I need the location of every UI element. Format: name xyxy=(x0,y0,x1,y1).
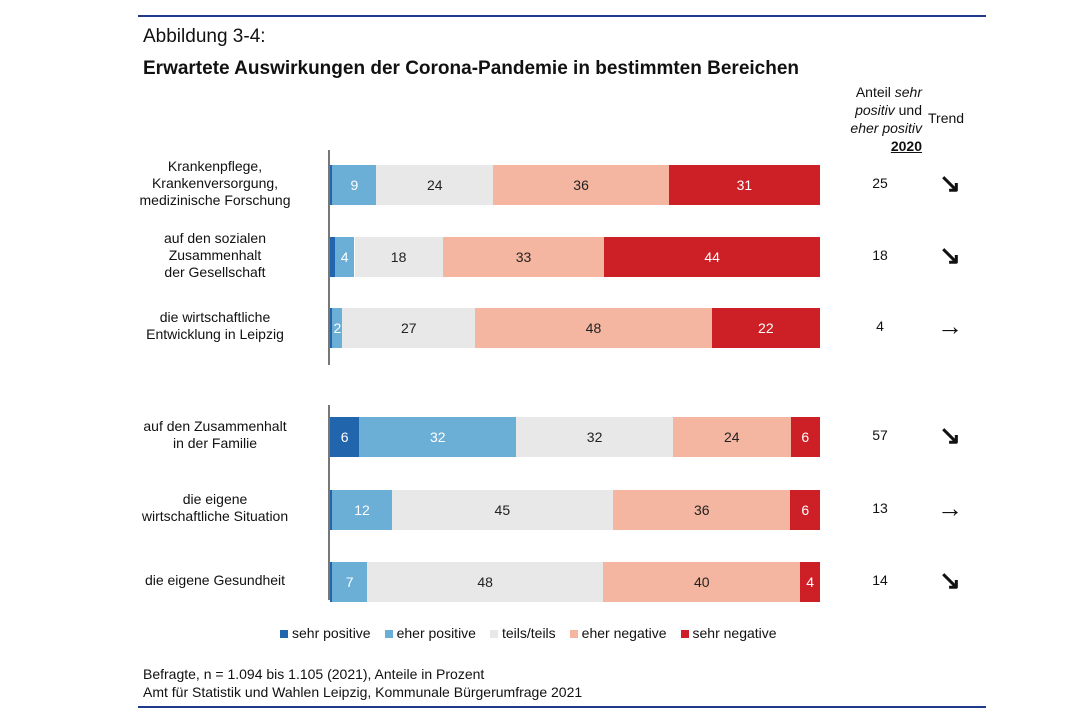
notes: Befragte, n = 1.094 bis 1.105 (2021), An… xyxy=(143,665,582,701)
category-label-line: Zusammenhalt xyxy=(168,246,262,263)
bar-segment-eher-positive: 32 xyxy=(359,417,517,457)
share-header-year: 2020 xyxy=(890,138,922,154)
bar-segment-eher-negative: 33 xyxy=(442,237,605,277)
category-label-line: medizinische Forschung xyxy=(139,191,291,208)
bar-segment-sehr-positive xyxy=(330,490,333,530)
share-header-e: eher positiv xyxy=(850,120,922,136)
bar-segment-sehr-negative: 31 xyxy=(668,165,820,205)
bottom-rule xyxy=(138,706,986,708)
category-label: die eigene wirtschaftliche Situation xyxy=(115,491,315,525)
category-label: die wirtschaftliche Entwicklung in Leipzi… xyxy=(115,309,315,343)
legend-item: sehr positive xyxy=(280,625,371,641)
legend-label: sehr negative xyxy=(692,625,777,641)
share-header: Anteil sehr positiv und eher positiv 202… xyxy=(830,83,922,155)
bar-segment-eher-positive: 7 xyxy=(332,562,367,602)
bar-segment-teils-teils: 32 xyxy=(516,417,673,457)
bar-segment-teils-teils: 18 xyxy=(354,237,443,277)
bar-segment-sehr-negative: 6 xyxy=(790,417,820,457)
category-label-line: Krankenpflege, xyxy=(167,157,263,174)
legend-item: sehr negative xyxy=(680,625,777,641)
category-label-line: die eigene xyxy=(182,491,248,507)
legend-swatch xyxy=(384,630,393,638)
chart-title: Erwartete Auswirkungen der Corona-Pandem… xyxy=(143,58,800,79)
category-label-line: in der Familie xyxy=(172,435,258,451)
category-label-line: wirtschaftliche Situation xyxy=(141,508,289,524)
legend-swatch xyxy=(680,630,689,638)
category-label-line: auf den sozialen xyxy=(164,229,266,246)
share-value: 25 xyxy=(872,175,888,191)
bar-segment-teils-teils: 48 xyxy=(366,562,604,602)
bar-segment-eher-positive: 12 xyxy=(332,490,392,530)
bar-segment-teils-teils: 45 xyxy=(391,490,614,530)
share-header-a: Anteil xyxy=(855,84,895,100)
bar-segment-sehr-negative: 22 xyxy=(711,308,820,348)
share-value: 18 xyxy=(872,247,888,263)
share-value: 4 xyxy=(876,318,884,334)
trend-arrow-icon: ↘ xyxy=(939,240,961,270)
bar-segment-sehr-positive xyxy=(330,165,333,205)
note-sample: Befragte, n = 1.094 bis 1.105 (2021), An… xyxy=(143,666,485,682)
bar-segment-eher-negative: 24 xyxy=(673,417,791,457)
bar-segment-sehr-positive xyxy=(330,562,333,602)
legend-item: eher negative xyxy=(569,625,667,641)
legend-label: sehr positive xyxy=(292,625,371,641)
category-label: Krankenpflege, Krankenversorgung, medizini… xyxy=(115,158,315,209)
category-label: auf den Zusammenhalt in der Familie xyxy=(115,418,315,452)
share-header-b: sehr xyxy=(894,84,922,100)
bar-segment-eher-negative: 36 xyxy=(613,490,791,530)
legend-swatch xyxy=(280,630,288,638)
category-label: auf den sozialen Zusammenhalt der Gesellsc… xyxy=(115,230,315,281)
legend-label: teils/teils xyxy=(501,625,556,641)
bar-segment-sehr-negative: 44 xyxy=(604,237,820,277)
bar-segment-sehr-negative: 6 xyxy=(790,490,820,530)
legend-item: teils/teils xyxy=(489,625,556,641)
bar-segment-teils-teils: 27 xyxy=(342,308,476,348)
category-label-line: die wirtschaftliche xyxy=(159,309,271,325)
share-header-c: positiv xyxy=(855,102,895,118)
bar-segment-sehr-positive xyxy=(330,237,335,277)
bar-segment-sehr-negative: 4 xyxy=(800,562,820,602)
legend-label: eher positive xyxy=(396,625,476,641)
trend-arrow-icon: ↘ xyxy=(939,168,961,198)
category-label-line: der Gesellschaft xyxy=(164,263,266,280)
trend-header: Trend xyxy=(928,110,965,126)
share-value: 13 xyxy=(872,500,888,516)
bar-segment-eher-positive: 2 xyxy=(332,308,343,348)
share-value: 57 xyxy=(872,427,888,443)
legend-item: eher positive xyxy=(384,625,476,641)
legend-swatch xyxy=(569,630,578,638)
bar-segment-sehr-positive xyxy=(330,308,333,348)
bar-segment-eher-negative: 48 xyxy=(475,308,712,348)
share-header-d: und xyxy=(894,102,922,118)
bar-segment-eher-negative: 40 xyxy=(603,562,801,602)
category-label-line: Entwicklung in Leipzig xyxy=(146,326,284,342)
bar-segment-eher-positive: 9 xyxy=(332,165,377,205)
category-label-line: Krankenversorgung, xyxy=(151,174,279,191)
axis-line-lower xyxy=(328,405,330,600)
trend-arrow-icon: ↘ xyxy=(939,420,961,450)
legend-swatch xyxy=(489,630,498,638)
trend-arrow-icon: → xyxy=(937,311,963,341)
legend-label: eher negative xyxy=(581,625,667,641)
axis-line-upper xyxy=(328,150,330,365)
figure-label: Abbildung 3-4: xyxy=(143,26,266,47)
top-rule xyxy=(138,15,986,17)
category-label-line: auf den Zusammenhalt xyxy=(143,418,287,434)
bar-segment-sehr-positive: 6 xyxy=(330,417,360,457)
bar-segment-eher-negative: 36 xyxy=(493,165,669,205)
share-value: 14 xyxy=(872,572,888,588)
bar-segment-teils-teils: 24 xyxy=(376,165,494,205)
trend-arrow-icon: → xyxy=(937,493,963,523)
trend-arrow-icon: ↘ xyxy=(939,565,961,595)
category-label: die eigene Gesundheit xyxy=(115,572,315,589)
category-label-line: die eigene Gesundheit xyxy=(144,571,286,588)
note-source: Amt für Statistik und Wahlen Leipzig, Ko… xyxy=(143,684,583,700)
bar-segment-eher-positive: 4 xyxy=(334,237,355,277)
legend: sehr positive eher positive teils/teils ehe… xyxy=(280,625,777,641)
